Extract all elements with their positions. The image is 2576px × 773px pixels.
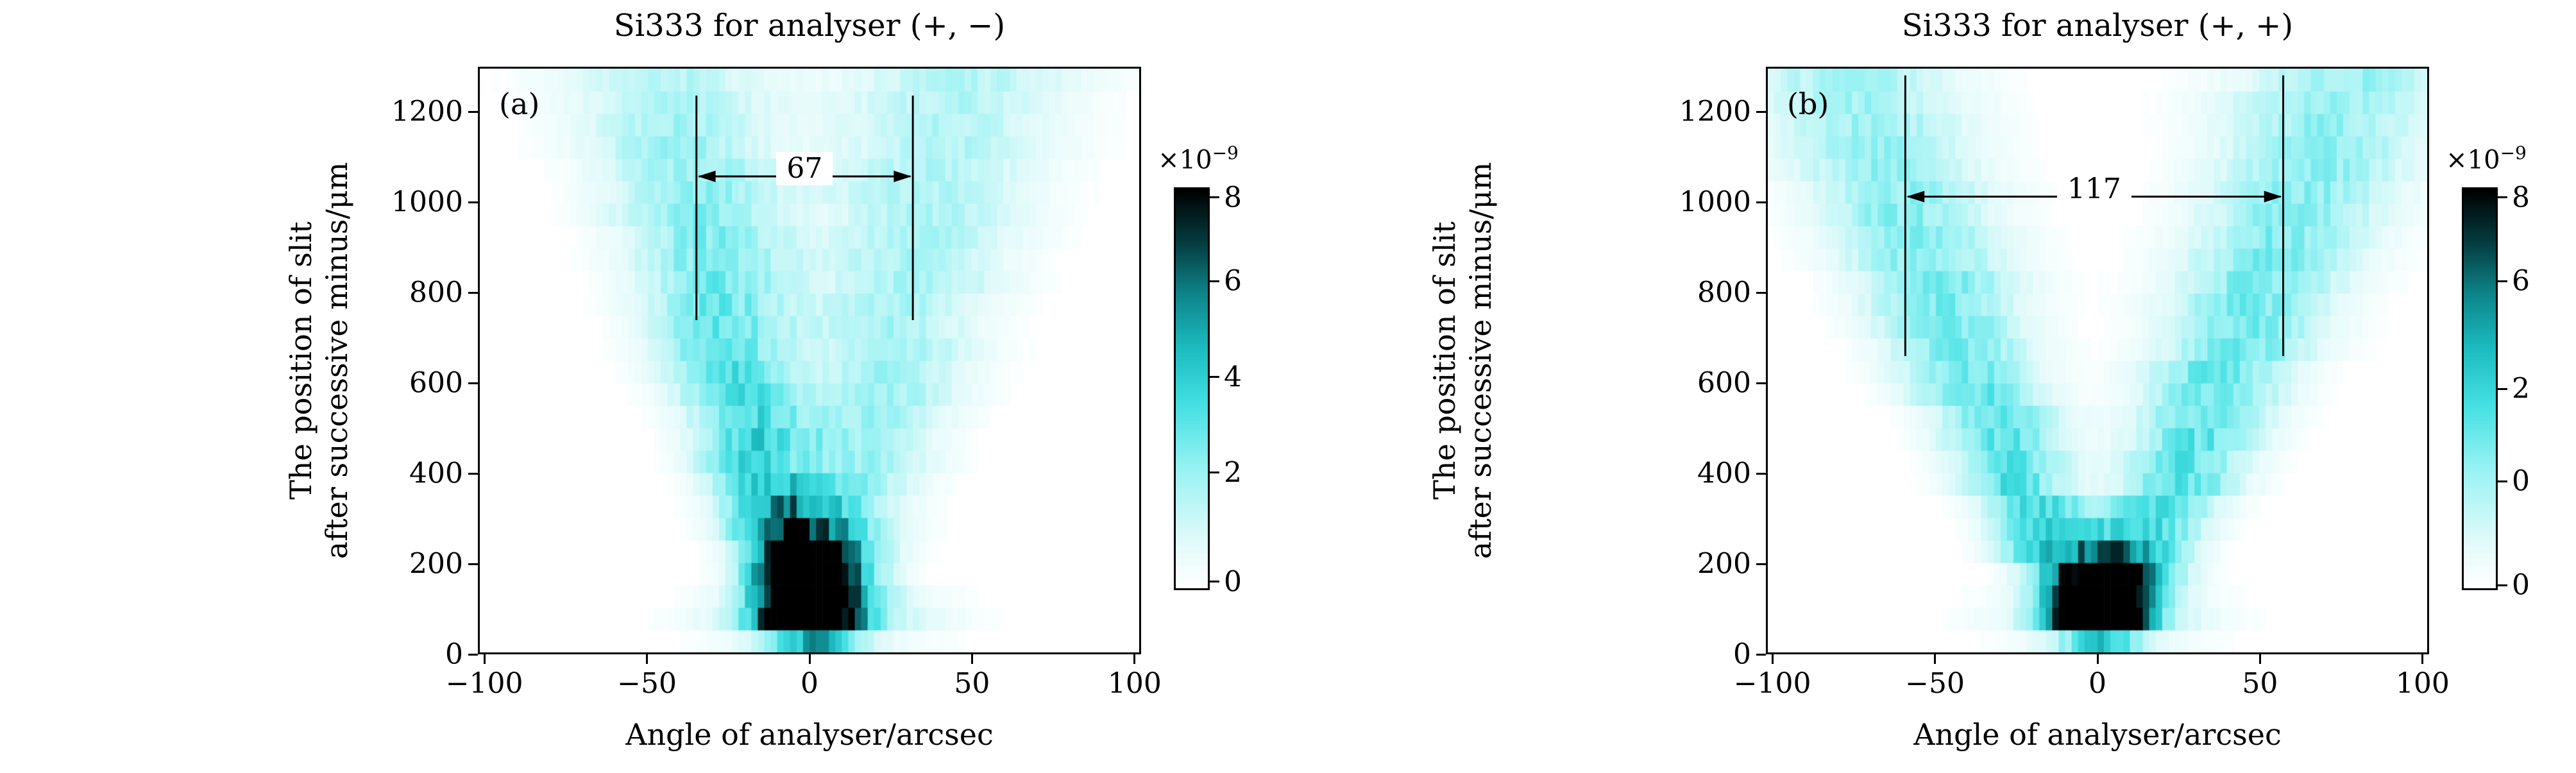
- x-tick-label: 50: [954, 667, 990, 700]
- y-tick-label: 0: [445, 638, 463, 671]
- colorbar-tick-label: 2: [1224, 456, 1242, 489]
- colorbar-tick-label: 0: [2512, 464, 2530, 498]
- y-tick-mark: [1756, 291, 1766, 294]
- y-tick-mark: [468, 110, 478, 113]
- panel-a-colorbar-gradient: [1176, 189, 1208, 588]
- panel-b-colorbar-gradient: [2464, 189, 2496, 588]
- y-tick-mark: [468, 653, 478, 656]
- colorbar-tick-label: 4: [1224, 361, 1242, 394]
- colorbar-tick-mark: [2498, 196, 2507, 199]
- colorbar-tick-mark: [1210, 581, 1219, 583]
- y-tick-mark: [468, 563, 478, 565]
- y-tick-label: 200: [1697, 547, 1751, 581]
- x-tick-label: 50: [2242, 667, 2278, 700]
- panel-a-y-axis-label: The position of slit after successive mi…: [283, 162, 355, 559]
- colorbar-tick-label: 0: [2512, 568, 2530, 602]
- x-tick-mark: [2258, 654, 2261, 664]
- colorbar-scale-base: ×10: [2446, 145, 2500, 175]
- y-tick-mark: [1756, 382, 1766, 384]
- y-tick-label: 200: [409, 547, 463, 581]
- x-tick-label: −50: [1905, 667, 1965, 700]
- y-tick-mark: [468, 382, 478, 384]
- y-tick-label: 0: [1733, 638, 1751, 671]
- colorbar-tick-label: 0: [1224, 565, 1242, 599]
- y-tick-mark: [1756, 201, 1766, 203]
- y-tick-label: 1000: [391, 185, 463, 219]
- y-tick-mark: [468, 291, 478, 294]
- y-tick-mark: [468, 201, 478, 203]
- x-tick-label: 0: [2089, 667, 2106, 700]
- y-tick-label: 1200: [391, 95, 463, 128]
- panel-b-x-axis-label: Angle of analyser/arcsec: [1913, 717, 2282, 752]
- y-tick-label: 400: [409, 457, 463, 490]
- colorbar-tick-mark: [1210, 376, 1219, 378]
- y-tick-label: 1000: [1679, 185, 1751, 219]
- colorbar-tick-mark: [2498, 387, 2507, 390]
- colorbar-tick-label: 8: [2512, 181, 2530, 214]
- panel-b-plot-area: (b): [1766, 67, 2429, 654]
- colorbar-tick-mark: [1210, 280, 1219, 282]
- x-tick-mark: [970, 654, 973, 664]
- colorbar-tick-mark: [1210, 196, 1219, 199]
- y-tick-mark: [1756, 563, 1766, 565]
- colorbar-tick-label: 8: [1224, 181, 1242, 214]
- x-tick-mark: [483, 654, 486, 664]
- x-tick-mark: [808, 654, 811, 664]
- y-tick-label: 800: [409, 276, 463, 309]
- x-tick-label: −100: [1733, 667, 1811, 700]
- panel-b-annotation-value: 117: [2056, 172, 2131, 206]
- panel-b-colorbar-scale: ×10−9: [2435, 142, 2538, 174]
- y-tick-mark: [1756, 653, 1766, 656]
- y-axis-label-line2: after successive minus/μm: [1463, 162, 1498, 559]
- panel-b-title: Si333 for analyser (+, +): [1901, 8, 2294, 44]
- panel-a-title: Si333 for analyser (+, −): [613, 8, 1006, 44]
- panel-a-colorbar: [1174, 187, 1210, 590]
- y-axis-label-line2: after successive minus/μm: [319, 162, 354, 559]
- x-tick-label: 0: [801, 667, 818, 700]
- colorbar-tick-label: 6: [1224, 264, 1242, 298]
- colorbar-scale-exponent: −9: [1212, 142, 1239, 164]
- y-tick-mark: [1756, 472, 1766, 475]
- y-tick-label: 600: [1697, 366, 1751, 400]
- panel-a-annotation-value: 67: [776, 152, 833, 186]
- x-tick-label: 100: [2395, 667, 2450, 700]
- panel-a-colorbar-scale: ×10−9: [1147, 142, 1250, 174]
- x-tick-mark: [1771, 654, 1774, 664]
- colorbar-tick-label: 2: [2512, 372, 2530, 405]
- colorbar-tick-mark: [1210, 471, 1219, 474]
- y-tick-label: 400: [1697, 457, 1751, 490]
- panel-a-x-axis-label: Angle of analyser/arcsec: [625, 717, 994, 752]
- x-tick-mark: [2096, 654, 2099, 664]
- panel-b-heatmap-canvas: [1768, 69, 2427, 652]
- panel-b-colorbar: [2462, 187, 2498, 590]
- y-tick-mark: [1756, 110, 1766, 113]
- panel-a-letter: (a): [499, 87, 540, 121]
- y-tick-label: 800: [1697, 276, 1751, 309]
- colorbar-tick-mark: [2498, 280, 2507, 282]
- colorbar-tick-mark: [2498, 480, 2507, 482]
- x-tick-label: −50: [617, 667, 677, 700]
- x-tick-mark: [1934, 654, 1936, 664]
- colorbar-tick-mark: [2498, 584, 2507, 586]
- x-tick-label: 100: [1107, 667, 1162, 700]
- x-tick-mark: [646, 654, 648, 664]
- y-tick-label: 600: [409, 366, 463, 400]
- colorbar-scale-exponent: −9: [2500, 142, 2527, 164]
- x-tick-mark: [1133, 654, 1136, 664]
- y-tick-label: 1200: [1679, 95, 1751, 128]
- colorbar-tick-label: 6: [2512, 264, 2530, 298]
- panel-b-letter: (b): [1787, 87, 1829, 121]
- y-axis-label-line1: The position of slit: [1427, 221, 1462, 500]
- colorbar-scale-base: ×10: [1158, 145, 1212, 175]
- x-tick-label: −100: [445, 667, 523, 700]
- y-tick-mark: [468, 472, 478, 475]
- y-axis-label-line1: The position of slit: [284, 221, 318, 500]
- panel-b-y-axis-label: The position of slit after successive mi…: [1427, 162, 1498, 559]
- x-tick-mark: [2421, 654, 2424, 664]
